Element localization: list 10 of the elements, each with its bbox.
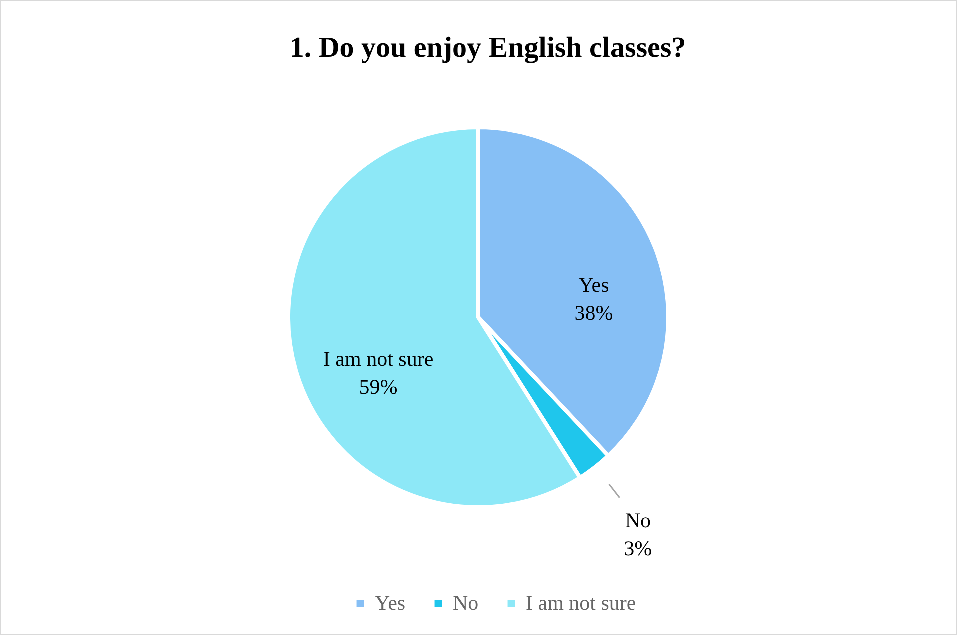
slice-label: No bbox=[625, 508, 651, 533]
data-label: 38% bbox=[574, 301, 614, 326]
slice-label: I am not sure bbox=[323, 346, 434, 371]
legend-label: Yes bbox=[375, 590, 406, 615]
slice-label: Yes bbox=[578, 273, 610, 298]
legend-label: I am not sure bbox=[526, 590, 636, 615]
data-label: 59% bbox=[359, 374, 398, 399]
data-label: 3% bbox=[624, 536, 652, 561]
legend-label: No bbox=[453, 590, 479, 615]
chart-title: 1. Do you enjoy English classes? bbox=[290, 32, 686, 64]
